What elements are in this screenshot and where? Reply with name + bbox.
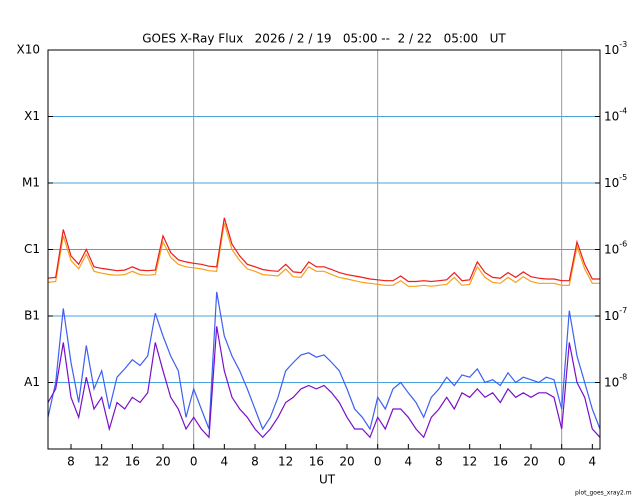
y2-tick-label: 10-7 bbox=[604, 306, 627, 323]
x-tick-label: 8 bbox=[67, 455, 75, 469]
y2-tick-label: 10-5 bbox=[604, 173, 627, 190]
y2-tick-exponent: -8 bbox=[619, 372, 627, 381]
x-axis-label: UT bbox=[319, 473, 336, 487]
x-tick-label: 20 bbox=[523, 455, 538, 469]
x-tick-label: 8 bbox=[435, 455, 443, 469]
chart-title: GOES X-Ray Flux 2026 / 2 / 19 05:00 -- 2… bbox=[142, 32, 506, 46]
y-tick-label: M1 bbox=[22, 176, 40, 190]
x-tick-label: 0 bbox=[374, 455, 382, 469]
flux-line bbox=[47, 291, 601, 431]
x-tick-label: 0 bbox=[558, 455, 566, 469]
y2-tick-label: 10-4 bbox=[604, 106, 627, 123]
x-tick-label: 16 bbox=[125, 455, 140, 469]
y2-tick-base: 10 bbox=[604, 176, 619, 190]
y-tick-label: C1 bbox=[24, 242, 40, 256]
y2-tick-exponent: -7 bbox=[619, 306, 627, 315]
y2-tick-label: 10-6 bbox=[604, 239, 627, 256]
y-tick-label: X10 bbox=[17, 43, 41, 57]
y-tick-label: X1 bbox=[24, 109, 40, 123]
x-tick-label: 12 bbox=[94, 455, 109, 469]
flux-line bbox=[47, 217, 600, 283]
flux-line bbox=[47, 326, 601, 439]
y2-tick-label: 10-3 bbox=[604, 40, 627, 57]
x-tick-label: 16 bbox=[493, 455, 508, 469]
x-tick-label: 0 bbox=[190, 455, 198, 469]
flux-line bbox=[47, 222, 600, 287]
x-tick-label: 16 bbox=[309, 455, 324, 469]
x-tick-label: 4 bbox=[221, 455, 229, 469]
y2-tick-exponent: -5 bbox=[619, 173, 627, 182]
y2-tick-base: 10 bbox=[604, 242, 619, 256]
x-tick-label: 4 bbox=[405, 455, 413, 469]
x-tick-label: 4 bbox=[589, 455, 597, 469]
y2-tick-exponent: -4 bbox=[619, 106, 627, 115]
x-tick-label: 12 bbox=[278, 455, 293, 469]
x-tick-label: 20 bbox=[155, 455, 170, 469]
y2-tick-base: 10 bbox=[604, 309, 619, 323]
y-tick-label: A1 bbox=[24, 375, 40, 389]
y2-tick-base: 10 bbox=[604, 109, 619, 123]
y2-tick-base: 10 bbox=[604, 43, 619, 57]
x-tick-label: 8 bbox=[251, 455, 259, 469]
footnote: plot_goes_xray2.m bbox=[575, 490, 632, 497]
y2-tick-exponent: -6 bbox=[619, 239, 627, 248]
y2-tick-exponent: -3 bbox=[619, 40, 627, 49]
y-tick-label: B1 bbox=[24, 309, 40, 323]
plot-frame bbox=[47, 49, 601, 450]
y2-tick-base: 10 bbox=[604, 375, 619, 389]
x-tick-label: 20 bbox=[339, 455, 354, 469]
x-tick-label: 12 bbox=[462, 455, 477, 469]
y2-tick-label: 10-8 bbox=[604, 372, 627, 389]
